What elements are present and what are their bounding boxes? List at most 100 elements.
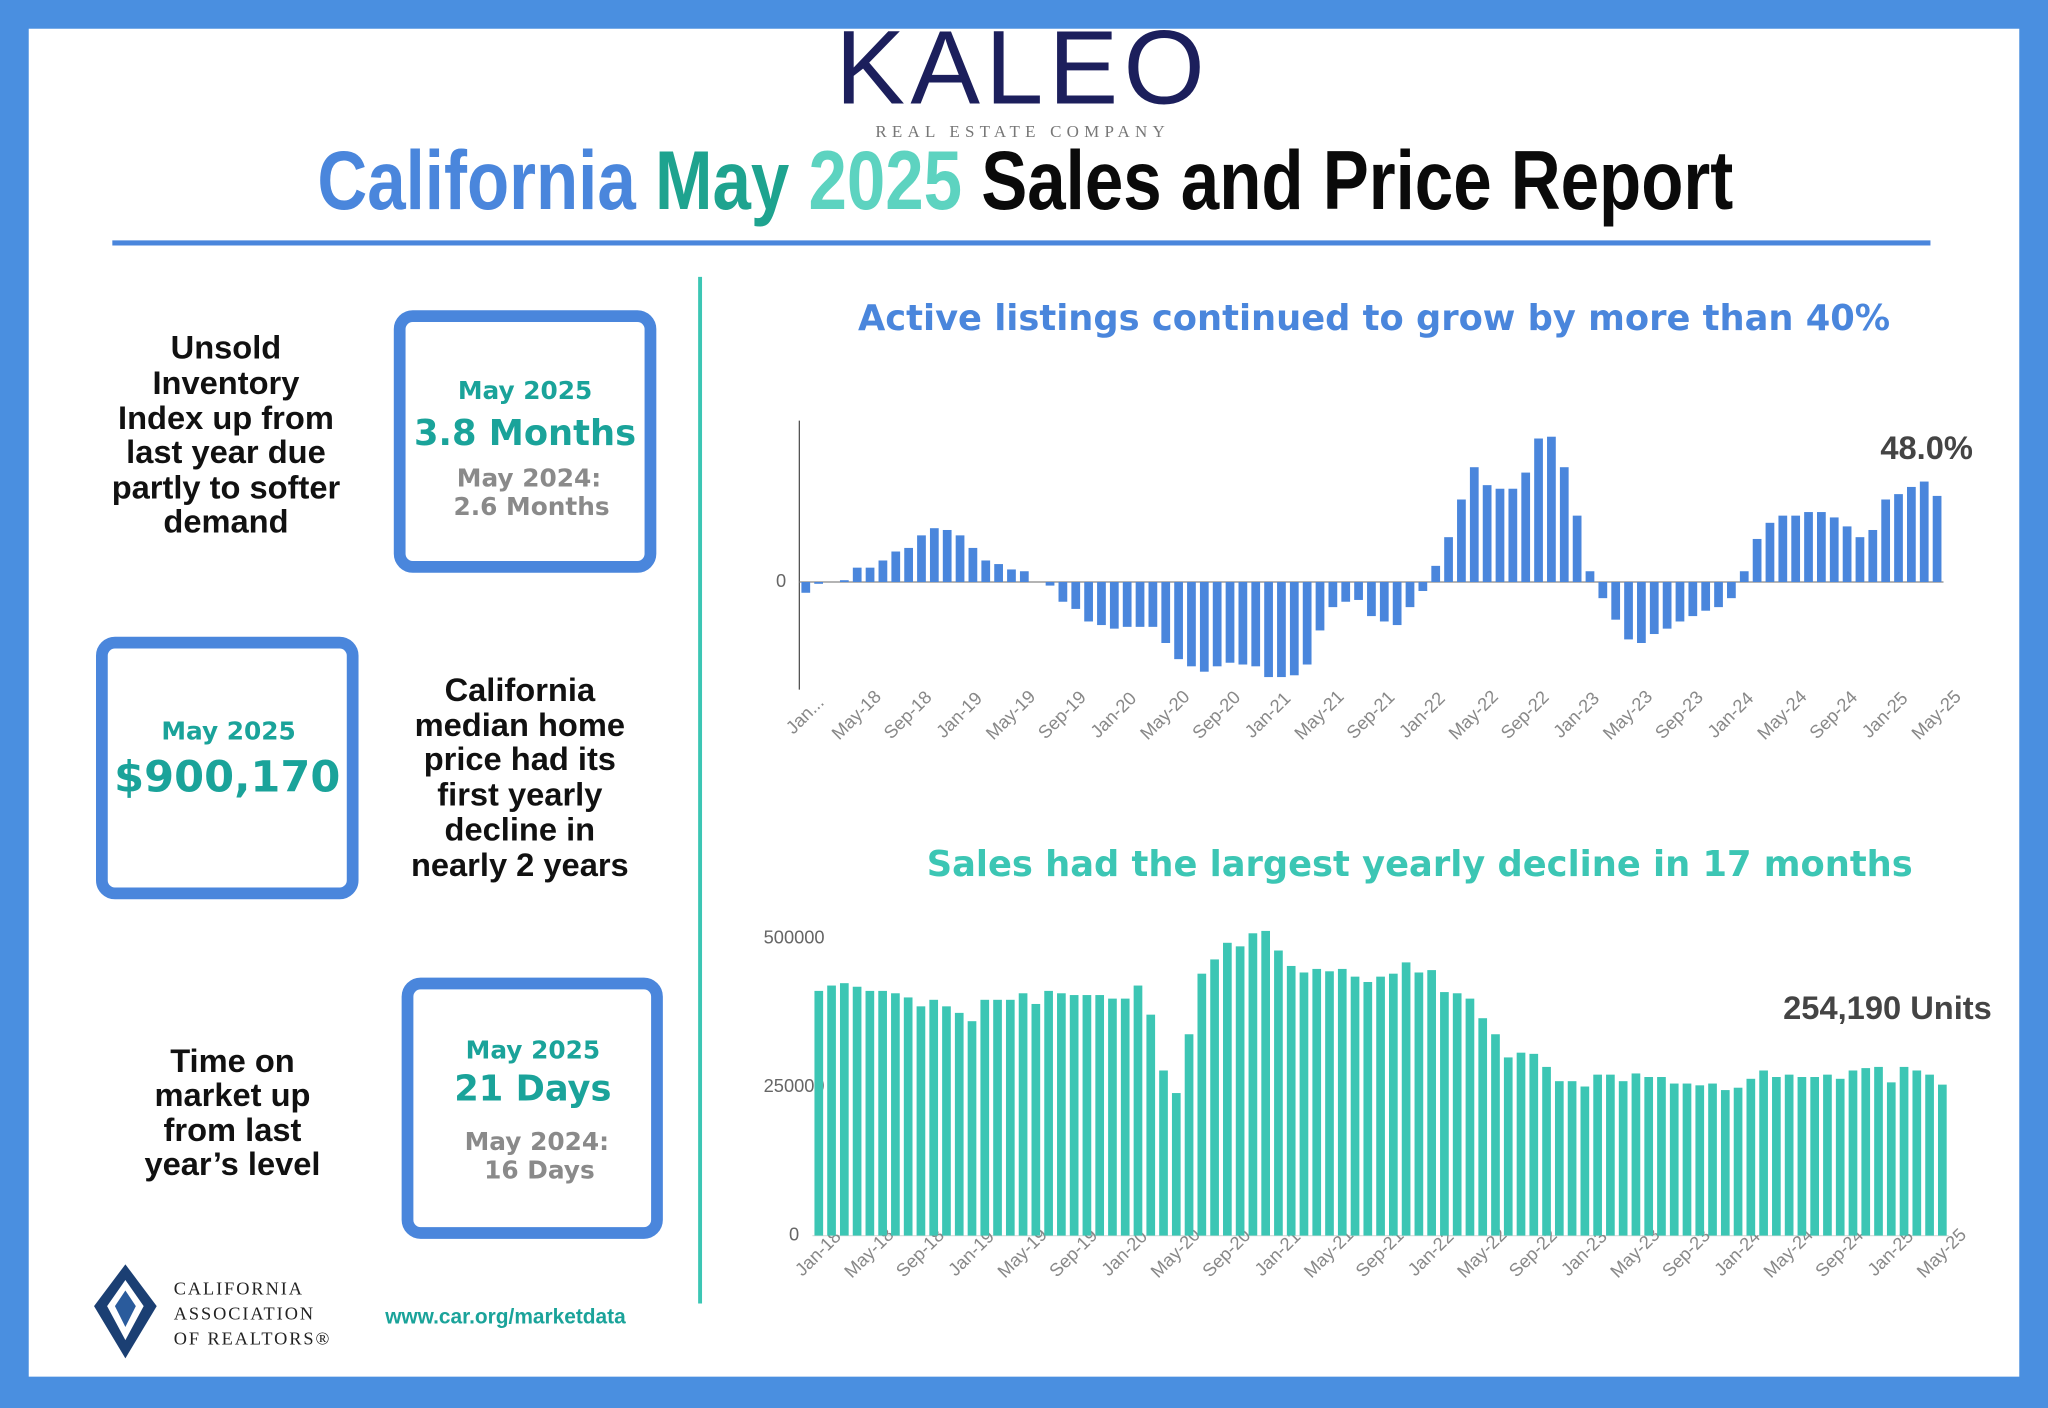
bar [1478,1018,1488,1236]
bar [1611,582,1621,620]
bar [1868,529,1878,583]
bar [801,582,811,593]
bar [1367,582,1376,617]
bar [1804,512,1813,583]
bar [1388,973,1398,1236]
bar [1572,515,1582,583]
bar [1289,582,1299,676]
bar [1431,565,1441,583]
bar [1341,582,1351,602]
bar [1765,522,1775,583]
bar [1817,512,1826,583]
logo: KALEO [835,9,1210,126]
bar [1251,582,1261,667]
bar [942,529,952,583]
bar [1810,1077,1820,1236]
bar [1778,515,1788,583]
bar [954,1012,964,1236]
bar [1482,485,1492,583]
bar [1733,1087,1743,1236]
bar [1238,582,1248,665]
logo-subtitle: REAL ESTATE COMPANY [875,122,1170,141]
bar [852,986,862,1236]
bar [1350,976,1360,1236]
bar [1508,488,1518,583]
bar [1058,582,1068,602]
y-tick-label: 0 [789,1223,799,1244]
panel-text: Time on [170,1042,295,1079]
bar [1688,582,1698,617]
bar [1133,985,1143,1236]
bar [929,999,939,1236]
bar [891,993,900,1236]
bar [878,990,887,1236]
bar [1005,999,1015,1236]
bar [1912,1070,1922,1236]
page-title: California May 2025 Sales and Price Repo… [317,133,1733,227]
organization: OF REALTORS® [174,1328,332,1348]
title-part: 2025 [808,133,962,227]
box-label: May 2025 [466,1035,600,1064]
bar [1554,1081,1564,1236]
bar [967,1021,977,1236]
value-label: 48.0% [1880,429,1973,466]
bar [1444,537,1453,583]
bar [1197,973,1207,1236]
bar [1161,582,1171,643]
bar [1759,1070,1768,1236]
bar [865,990,875,1236]
bar [1007,569,1016,583]
bar [1708,1083,1717,1236]
bar [1752,538,1762,583]
bar [981,560,991,583]
bar [1886,1082,1896,1236]
bar [1031,1003,1041,1236]
box-value: 3.8 Months [414,413,636,454]
bar [1264,582,1273,678]
bar [1669,1083,1679,1236]
bar [1714,582,1723,608]
bar [1184,1034,1194,1236]
bar [1899,1066,1909,1236]
bar [904,547,913,583]
bar [1379,582,1389,622]
bar [891,551,901,583]
bar [1772,1077,1781,1236]
bar [1701,582,1711,611]
box-value: 21 Days [454,1069,611,1110]
car-logo [94,1264,157,1359]
bar [1861,1068,1871,1236]
bar [1559,467,1569,583]
bar [1516,1052,1526,1236]
panel-text: demand [163,502,288,539]
bar [1427,970,1436,1236]
bar [1312,968,1322,1236]
bar [1657,1077,1666,1236]
bar [1019,571,1029,583]
y-tick-label: 500000 [764,926,825,947]
bar [1547,436,1556,583]
bar [1235,946,1245,1236]
bar [980,999,990,1236]
bar [814,582,824,584]
bar [1452,993,1462,1236]
panel-text: last year due [126,433,326,470]
bar [1469,467,1479,583]
bar [1122,582,1132,627]
chart-title: Active listings continued to grow by mor… [858,298,1890,339]
bar [1624,582,1633,640]
bar [1210,959,1219,1236]
bar [1606,1074,1615,1236]
bar [839,983,849,1236]
bar [1495,488,1505,583]
bar [1148,582,1158,627]
bar [1932,495,1942,583]
bar [1529,1053,1539,1236]
bar [1225,582,1235,663]
bar [1082,995,1092,1236]
bar [1325,971,1334,1236]
bar [1662,582,1672,629]
bar [903,997,913,1236]
bar [878,560,888,583]
bar [993,999,1002,1236]
